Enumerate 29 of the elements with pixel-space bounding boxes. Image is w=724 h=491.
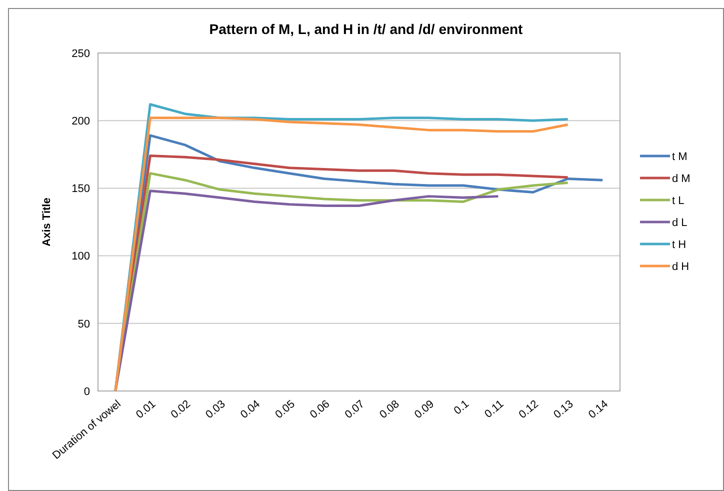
- legend-label: t M: [672, 150, 688, 163]
- legend-label: t H: [672, 238, 686, 251]
- y-tick-label: 250: [72, 48, 90, 60]
- y-axis-title: Axis Title: [41, 198, 53, 246]
- x-tick-label: 0.03: [204, 398, 228, 422]
- y-tick-label: 200: [72, 115, 90, 128]
- y-tick-label: 150: [72, 183, 90, 196]
- legend-label: d M: [672, 172, 690, 185]
- legend-label: t L: [672, 194, 684, 207]
- legend-label: d L: [672, 216, 688, 229]
- x-tick-label: 0.07: [342, 398, 367, 422]
- y-tick-label: 0: [84, 386, 90, 398]
- x-tick-label: 0.09: [412, 398, 437, 422]
- x-tick-label: 0.13: [552, 398, 576, 422]
- chart-title: Pattern of M, L, and H in /t/ and /d/ environment: [209, 21, 524, 37]
- x-tick-label: 0.02: [168, 398, 193, 422]
- x-tick-label: 0.08: [378, 398, 402, 422]
- y-tick-label: 100: [72, 250, 90, 263]
- x-tick-label: 0.01: [134, 398, 158, 422]
- x-tick-label: 0.12: [516, 398, 541, 422]
- x-tick-label: 0.04: [238, 398, 263, 422]
- x-tick-label: 0.1: [452, 398, 472, 418]
- y-tick-label: 50: [78, 318, 90, 330]
- line-series: [114, 190, 500, 392]
- x-tick-label: 0.06: [308, 398, 332, 422]
- x-tick-label: 0.05: [273, 398, 298, 422]
- x-tick-label: 0.11: [482, 398, 506, 421]
- x-tick-label: 0.14: [586, 398, 611, 422]
- legend-label: d H: [672, 260, 690, 273]
